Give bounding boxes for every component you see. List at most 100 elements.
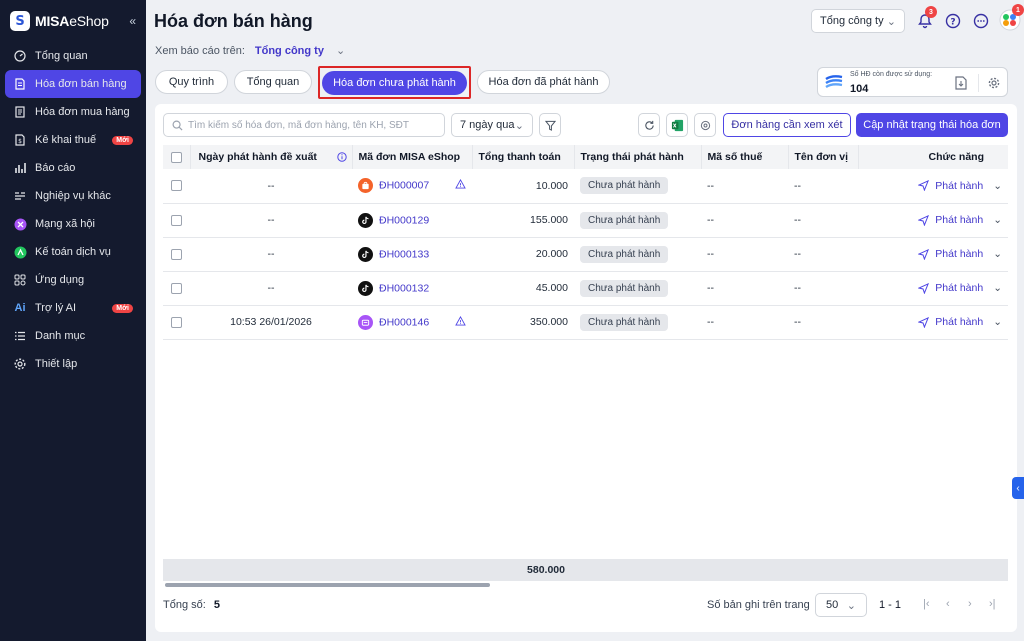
order-code-link[interactable]: ĐH000133 [379, 247, 430, 260]
status-badge: Chưa phát hành [580, 313, 669, 331]
chevron-down-icon[interactable]: ⌄ [993, 248, 1002, 260]
row-checkbox-cell[interactable] [163, 237, 190, 272]
select-all-checkbox[interactable] [170, 151, 182, 163]
sidebar-item-label: Báo cáo [35, 162, 76, 174]
period-select[interactable]: 7 ngày qua ⌄ [451, 113, 533, 137]
info-icon[interactable] [336, 152, 347, 162]
tab-hoa-don-chua-phat-hanh[interactable]: Hóa đơn chưa phát hành [318, 66, 471, 99]
chevron-down-icon[interactable]: ⌄ [335, 45, 346, 57]
misa-invoice-logo-icon [825, 75, 843, 89]
tab-quy-trinh[interactable]: Quy trình [155, 70, 228, 94]
tab-tong-quan[interactable]: Tổng quan [234, 70, 312, 94]
status-badge: Chưa phát hành [580, 177, 669, 195]
table-row[interactable]: 10:53 26/01/2026 ĐH000146 350.000 Chưa phát… [163, 305, 1008, 340]
total-records: Tổng số: 5 [163, 599, 220, 611]
more-options-icon[interactable] [972, 12, 990, 30]
gear-icon[interactable] [988, 77, 1000, 89]
issue-invoice-button[interactable]: Phát hành [935, 282, 984, 294]
issue-date-cell: -- [190, 203, 352, 238]
sidebar-item-label: Hóa đơn bán hàng [35, 78, 127, 90]
table-row[interactable]: -- ĐH000129 155.000 Chưa phát hành -- -- Phát … [163, 203, 1008, 238]
export-excel-button[interactable] [666, 113, 688, 137]
row-checkbox[interactable] [171, 282, 182, 294]
table-row[interactable]: -- ĐH000133 20.000 Chưa phát hành -- -- Phát h… [163, 237, 1008, 272]
sidebar-item-social[interactable]: Mạng xã hội [5, 210, 141, 238]
order-code-cell: ĐH000133 [352, 237, 472, 272]
company-select[interactable]: Tổng công ty ⌄ [811, 9, 905, 33]
sidebar-item-label: Kê khai thuế [35, 134, 97, 146]
warning-icon[interactable] [455, 315, 466, 329]
issue-invoice-button[interactable]: Phát hành [935, 214, 984, 226]
row-checkbox[interactable] [171, 316, 182, 328]
sidebar-item-label: Trợ lý AI [35, 302, 77, 314]
chevron-down-icon[interactable]: ⌄ [993, 316, 1002, 328]
first-page-icon[interactable]: |‹ [923, 598, 930, 610]
per-page-select[interactable]: 50 ⌄ [815, 593, 867, 617]
row-checkbox-cell[interactable] [163, 271, 190, 306]
refresh-button[interactable] [638, 113, 660, 137]
chevron-down-icon[interactable]: ⌄ [993, 179, 1002, 192]
sidebar-item-dashboard[interactable]: Tổng quan [5, 42, 141, 70]
sidebar-item-label: Danh mục [35, 330, 86, 342]
notification-count-badge: 3 [925, 6, 937, 18]
review-orders-button[interactable]: Đơn hàng cần xem xét [723, 113, 851, 137]
order-code-cell: ĐH000132 [352, 271, 472, 306]
issue-invoice-button[interactable]: Phát hành [935, 316, 984, 328]
total-label: Tổng số: [163, 599, 206, 611]
sidebar-item-invoice[interactable]: Hóa đơn bán hàng [5, 70, 141, 98]
sidebar-item-apps[interactable]: Ứng dụng [5, 266, 141, 294]
filter-button[interactable] [539, 113, 561, 137]
select-all-checkbox-cell[interactable] [163, 145, 191, 169]
sidebar-item-accounting[interactable]: Kế toán dịch vụ [5, 238, 141, 266]
search-input[interactable] [188, 119, 438, 131]
row-checkbox-cell[interactable] [163, 203, 190, 238]
horizontal-scrollbar[interactable] [163, 583, 1008, 588]
dashboard-icon [13, 49, 27, 63]
tab-hoa-don-da-phat-hanh[interactable]: Hóa đơn đã phát hành [477, 70, 610, 94]
update-invoice-status-button[interactable]: Cập nhật trạng thái hóa đơn [856, 113, 1008, 137]
view-report-value[interactable]: Tổng công ty [254, 44, 324, 57]
sidebar-item-ai[interactable]: Ai Trợ lý AI Mới [5, 294, 141, 322]
expand-panel-handle[interactable]: ‹ [1012, 477, 1024, 499]
order-code-link[interactable]: ĐH000132 [379, 281, 430, 294]
issue-invoice-button[interactable]: Phát hành [935, 179, 984, 192]
next-page-icon[interactable]: › [968, 598, 972, 610]
table-row[interactable]: -- ĐH000132 45.000 Chưa phát hành -- -- Phát h… [163, 271, 1008, 306]
table-row[interactable]: -- ĐH000007 10.000 Chưa phát hành -- -- Phát h… [163, 169, 1008, 204]
unit-name-cell: -- [788, 237, 858, 272]
order-code-link[interactable]: ĐH000007 [379, 179, 430, 192]
notification-bell-icon[interactable]: 3 [916, 6, 937, 30]
main-content: Hóa đơn bán hàng Tổng công ty ⌄ 3 ? 1 Xe… [146, 0, 1024, 641]
user-avatar[interactable]: 1 [999, 4, 1024, 31]
column-settings-icon [700, 120, 710, 130]
row-checkbox-cell[interactable] [163, 305, 190, 340]
sidebar-item-report[interactable]: Báo cáo [5, 154, 141, 182]
prev-page-icon[interactable]: ‹ [946, 598, 950, 610]
tax-icon: $ [13, 133, 27, 147]
sidebar-item-tax[interactable]: $ Kê khai thuế Mới [5, 126, 141, 154]
last-page-icon[interactable]: ›| [989, 598, 996, 610]
buy-invoice-icon[interactable] [955, 76, 967, 90]
sidebar-item-purchase-invoice[interactable]: Hóa đơn mua hàng [5, 98, 141, 126]
row-checkbox-cell[interactable] [163, 169, 190, 204]
apps-icon [13, 273, 27, 287]
warning-icon[interactable] [455, 179, 466, 192]
chevron-down-icon[interactable]: ⌄ [993, 214, 1002, 226]
scrollbar-thumb[interactable] [165, 583, 490, 587]
order-code-link[interactable]: ĐH000146 [379, 315, 430, 328]
total-payment-cell: 45.000 [472, 271, 574, 306]
row-checkbox[interactable] [171, 214, 182, 226]
svg-text:$: $ [18, 138, 22, 145]
sidebar-item-list[interactable]: Danh mục [5, 322, 141, 350]
row-checkbox[interactable] [171, 248, 182, 260]
issue-invoice-button[interactable]: Phát hành [935, 248, 984, 260]
issue-date-cell: -- [190, 271, 352, 306]
row-checkbox[interactable] [171, 180, 182, 192]
chevron-down-icon[interactable]: ⌄ [993, 282, 1002, 294]
order-code-link[interactable]: ĐH000129 [379, 213, 430, 226]
help-icon[interactable]: ? [944, 12, 962, 30]
settings-columns-button[interactable] [694, 113, 716, 137]
collapse-sidebar-icon[interactable]: « [129, 14, 136, 28]
sidebar-item-settings[interactable]: Thiết lập [5, 350, 141, 378]
sidebar-item-operations[interactable]: Nghiệp vụ khác [5, 182, 141, 210]
